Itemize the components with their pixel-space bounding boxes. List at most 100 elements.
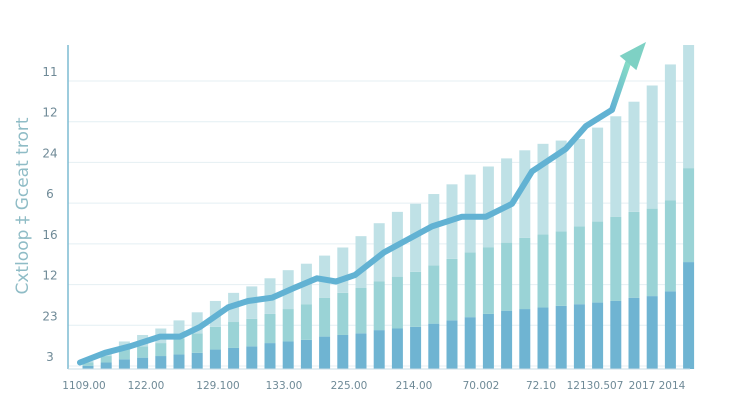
bar-segment-2 xyxy=(356,288,367,333)
bar-segment-2 xyxy=(592,222,603,303)
y-axis-label: Cxtloop ‡ Gceat trort xyxy=(13,117,33,294)
y-tick-label: 12 xyxy=(42,269,57,283)
bar-segment-3 xyxy=(501,158,512,242)
bar-segment-3 xyxy=(356,236,367,288)
x-tick-label: 133.00 xyxy=(266,380,303,392)
bar-segment-1 xyxy=(465,317,476,369)
x-tick-label: 2014 xyxy=(659,380,686,392)
bar-segment-2 xyxy=(519,238,530,309)
bar-segment-2 xyxy=(683,168,694,262)
bar-segment-2 xyxy=(392,277,403,329)
bar-segment-1 xyxy=(665,291,676,369)
bar-segment-1 xyxy=(538,307,549,369)
bar-segment-1 xyxy=(592,303,603,369)
y-tick-label: 23 xyxy=(42,309,57,323)
x-tick-label: 225.00 xyxy=(331,380,368,392)
bar-segment-1 xyxy=(574,304,585,369)
bar-segment-2 xyxy=(483,248,494,314)
bar-segment-1 xyxy=(283,341,294,369)
bar-segment-2 xyxy=(428,265,439,323)
bar-segment-2 xyxy=(228,322,239,348)
bar-segment-1 xyxy=(210,350,221,369)
bar-segment-2 xyxy=(465,252,476,317)
bar-segment-1 xyxy=(101,363,112,369)
x-tick-label: 72.10 xyxy=(526,380,556,392)
bar-segment-3 xyxy=(483,167,494,248)
bar-segment-2 xyxy=(556,231,567,306)
bar-segment-2 xyxy=(283,309,294,341)
y-tick-label: 24 xyxy=(42,146,57,160)
bar-segment-3 xyxy=(574,139,585,226)
bar-segment-1 xyxy=(174,354,185,369)
bar-segment-1 xyxy=(356,333,367,369)
y-tick-label: 3 xyxy=(46,350,54,364)
bar-segment-2 xyxy=(137,346,148,357)
y-tick-label: 6 xyxy=(46,187,54,201)
bar-segment-2 xyxy=(265,314,276,343)
x-tick-label: 129.100 xyxy=(196,380,239,392)
bar-segment-2 xyxy=(337,293,348,335)
bar-segment-1 xyxy=(301,340,312,369)
x-tick-label: 122.00 xyxy=(128,380,165,392)
bar-segment-1 xyxy=(410,327,421,369)
bar-segment-2 xyxy=(374,282,385,331)
x-tick-label: 2017 xyxy=(629,380,656,392)
bar-segment-1 xyxy=(447,320,458,369)
bar-segment-2 xyxy=(155,343,166,356)
x-tick-label: 12130.507 xyxy=(567,380,624,392)
bar-segment-2 xyxy=(192,333,203,352)
bar-segment-2 xyxy=(319,298,330,337)
bar-segment-3 xyxy=(665,64,676,200)
trend-arrow-head xyxy=(620,42,646,70)
bar-segment-3 xyxy=(629,102,640,212)
bar-segment-3 xyxy=(647,86,658,209)
bar-segment-1 xyxy=(137,358,148,369)
bar-segment-2 xyxy=(574,226,585,304)
bar-segment-2 xyxy=(665,201,676,292)
bar-segment-1 xyxy=(501,311,512,369)
bar-segment-2 xyxy=(246,319,257,347)
bars-group xyxy=(83,45,695,369)
y-tick-label: 16 xyxy=(42,228,57,242)
bar-segment-1 xyxy=(629,298,640,369)
x-tick-label: 214.00 xyxy=(396,380,433,392)
bar-segment-1 xyxy=(374,330,385,369)
bar-segment-1 xyxy=(428,324,439,369)
bar-segment-1 xyxy=(246,346,257,369)
bar-segment-1 xyxy=(556,306,567,369)
bar-segment-1 xyxy=(337,335,348,369)
bar-segment-2 xyxy=(538,235,549,308)
bar-segment-3 xyxy=(538,144,549,235)
bar-segment-2 xyxy=(301,304,312,340)
bar-segment-3 xyxy=(610,116,621,216)
bar-segment-1 xyxy=(155,356,166,369)
bar-segment-1 xyxy=(683,262,694,369)
bar-segment-1 xyxy=(610,301,621,369)
bar-segment-2 xyxy=(610,217,621,301)
bar-segment-1 xyxy=(228,348,239,369)
x-tick-label: 1109.00 xyxy=(62,380,105,392)
bar-segment-3 xyxy=(683,45,694,168)
bar-segment-2 xyxy=(210,327,221,350)
x-tick-label: 70.002 xyxy=(463,380,500,392)
bar-segment-3 xyxy=(337,248,348,293)
bar-segment-1 xyxy=(483,314,494,369)
bar-segment-2 xyxy=(174,338,185,354)
bar-segment-1 xyxy=(647,296,658,369)
bar-segment-1 xyxy=(319,337,330,369)
bar-segment-2 xyxy=(647,209,658,296)
y-tick-label: 11 xyxy=(42,65,57,79)
bar-segment-2 xyxy=(447,259,458,321)
bar-segment-2 xyxy=(410,272,421,327)
bar-segment-1 xyxy=(192,353,203,369)
bar-segment-1 xyxy=(265,343,276,369)
bar-segment-3 xyxy=(465,175,476,253)
bar-segment-1 xyxy=(519,309,530,369)
y-tick-label: 12 xyxy=(42,106,57,120)
bar-segment-1 xyxy=(392,329,403,370)
bar-segment-1 xyxy=(119,359,130,369)
bar-segment-2 xyxy=(629,212,640,298)
y-tick-labels: 11 12 24 6 16 12 23 3 xyxy=(42,65,57,364)
bar-segment-2 xyxy=(501,243,512,311)
